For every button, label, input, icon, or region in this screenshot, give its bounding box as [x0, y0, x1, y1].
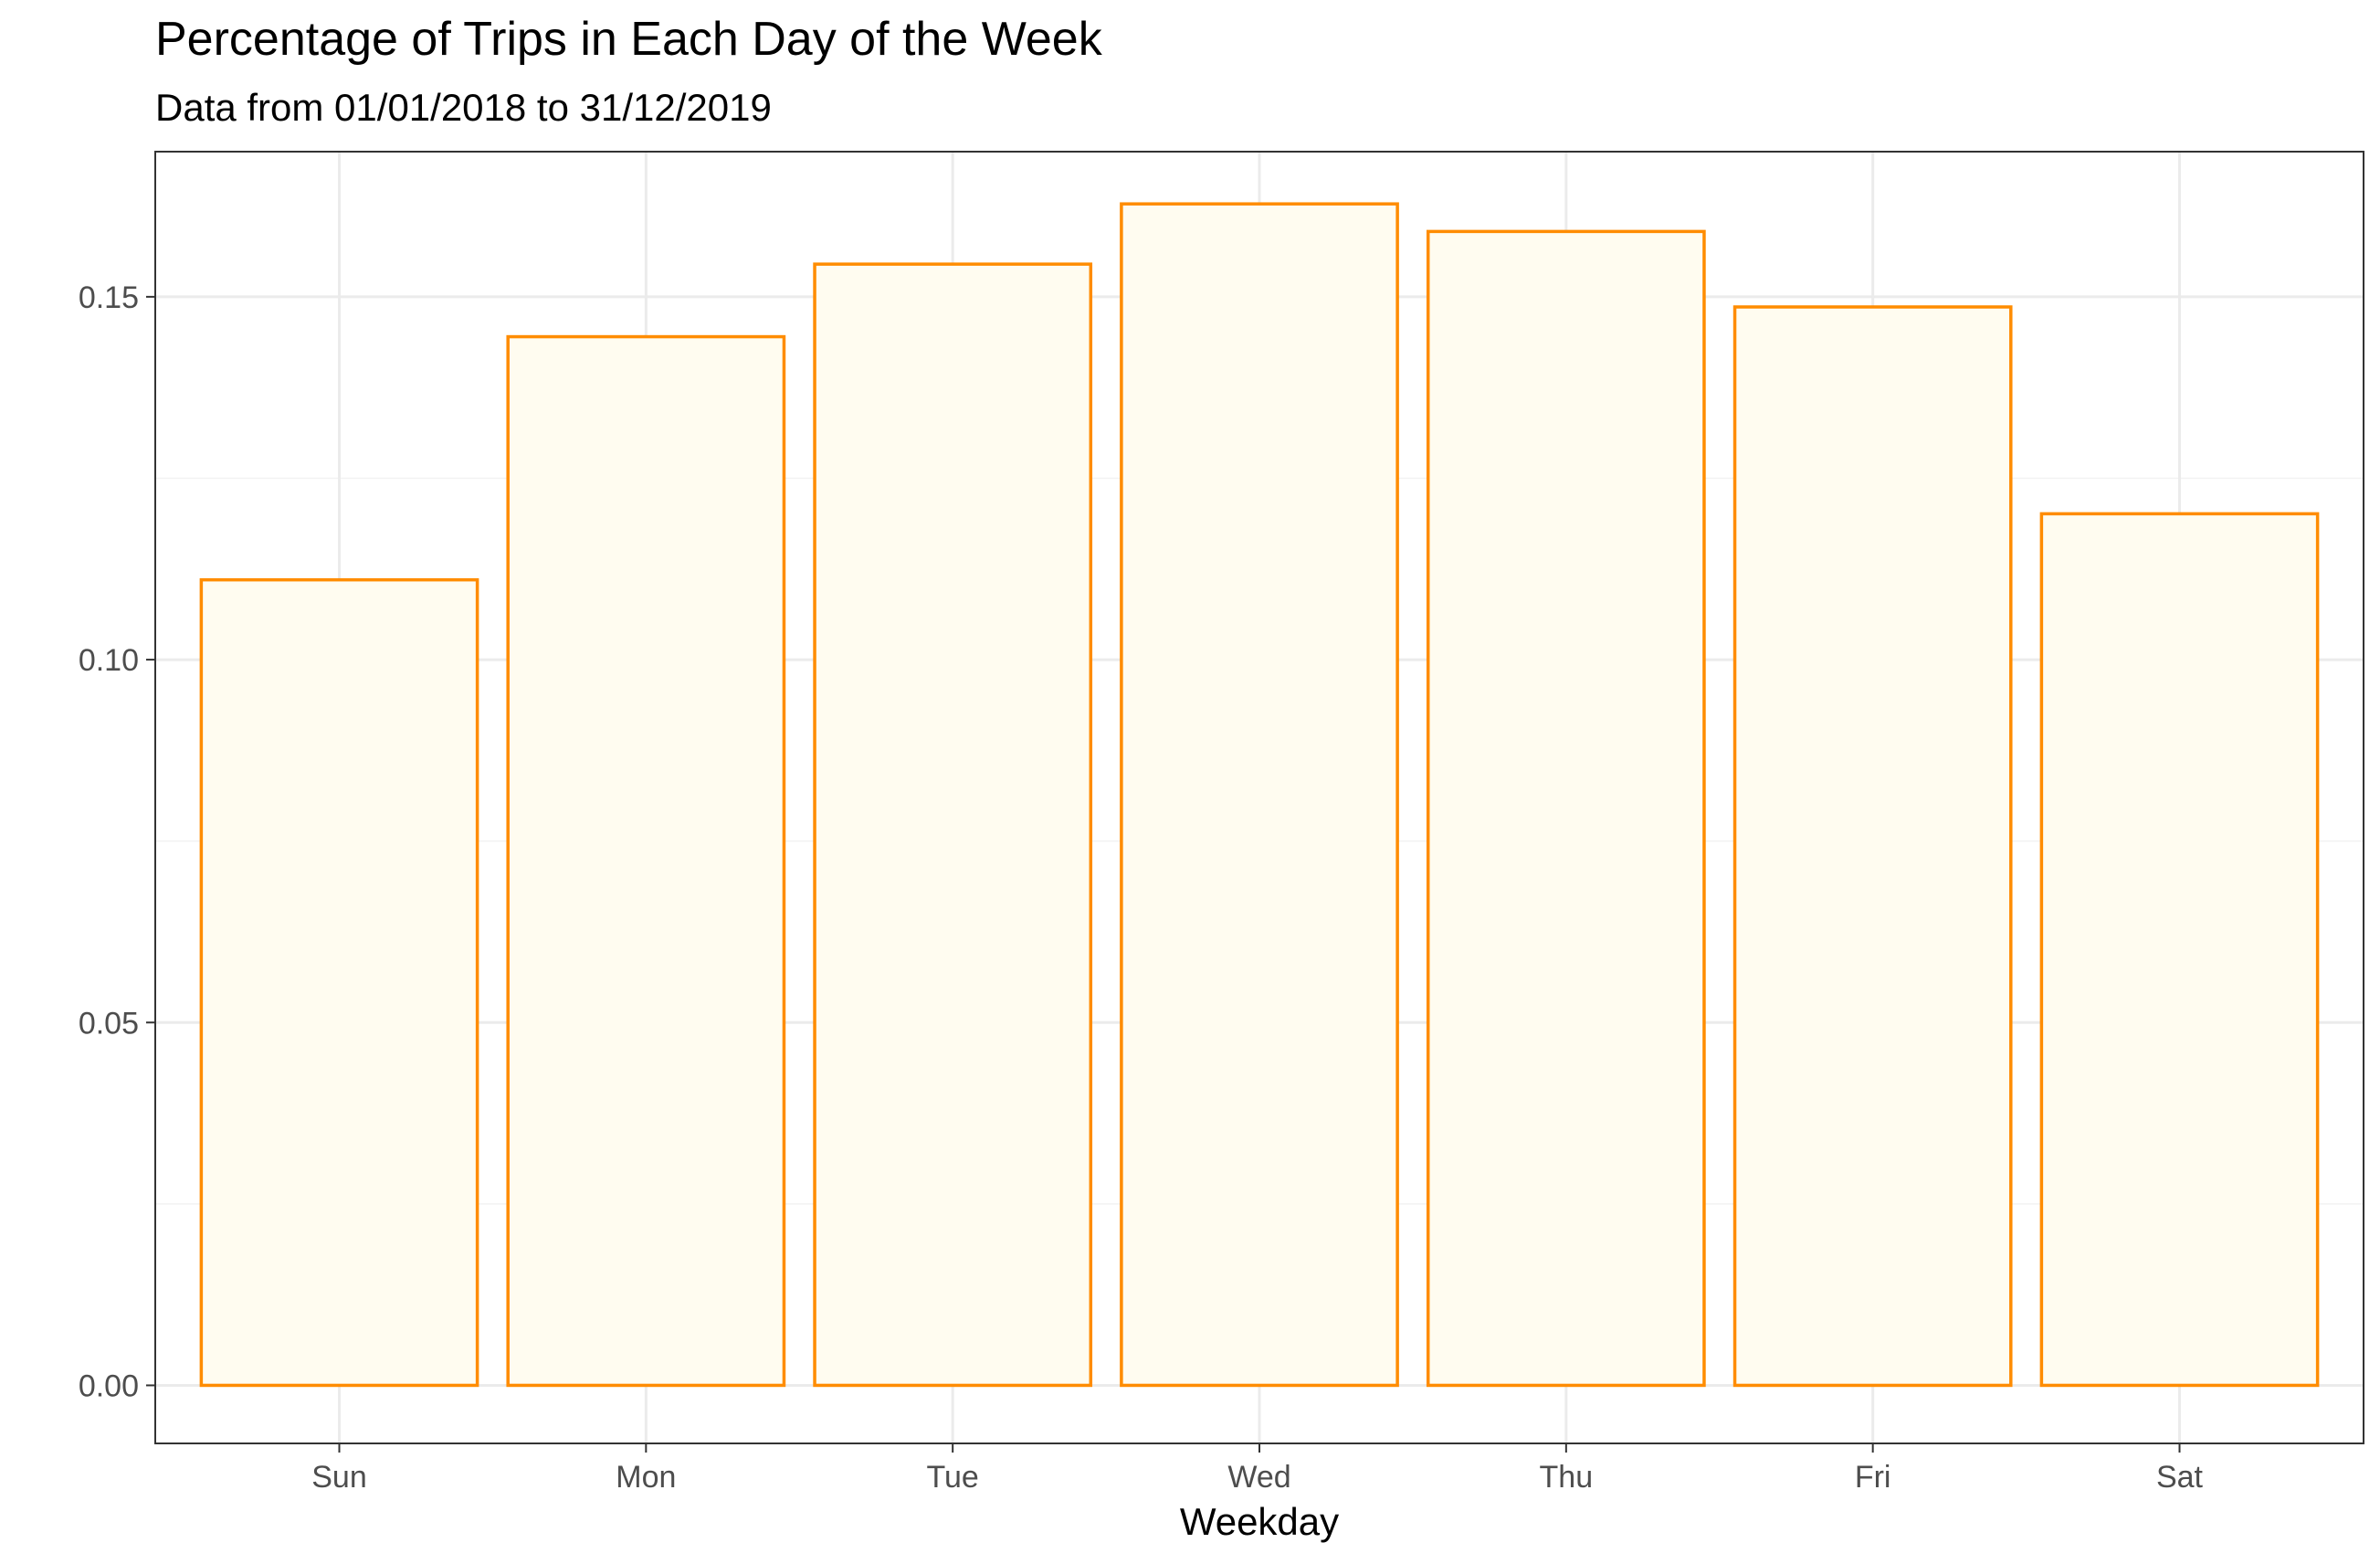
y-axis: 0.00 0.05 0.10 0.15 [79, 280, 155, 1403]
bar-sun [199, 577, 479, 1388]
bars [199, 202, 2320, 1388]
x-tick-label-mon: Mon [616, 1460, 676, 1495]
bar-tue [813, 262, 1093, 1388]
x-axis: Sun Mon Tue Wed Thu Fri Sat [311, 1443, 2204, 1495]
x-tick-label-thu: Thu [1540, 1460, 1594, 1495]
y-tick-label: 0.15 [79, 280, 139, 315]
bar-thu [1426, 229, 1706, 1388]
x-tick-label-wed: Wed [1227, 1460, 1290, 1495]
x-tick-label-sun: Sun [311, 1460, 367, 1495]
y-tick-label: 0.05 [79, 1006, 139, 1041]
bar-sat [2039, 512, 2320, 1388]
y-tick-label: 0.10 [79, 643, 139, 678]
bar-mon [506, 334, 786, 1388]
x-tick-label-tue: Tue [927, 1460, 979, 1495]
chart-subtitle: Data from 01/01/2018 to 31/12/2019 [155, 86, 772, 129]
bar-fri [1732, 305, 2013, 1388]
x-axis-title: Weekday [1180, 1500, 1339, 1543]
y-tick-label: 0.00 [79, 1368, 139, 1403]
chart-title: Percentage of Trips in Each Day of the W… [155, 13, 1103, 66]
x-tick-label-fri: Fri [1855, 1460, 1891, 1495]
x-tick-label-sat: Sat [2156, 1460, 2204, 1495]
bar-wed [1120, 202, 1399, 1388]
